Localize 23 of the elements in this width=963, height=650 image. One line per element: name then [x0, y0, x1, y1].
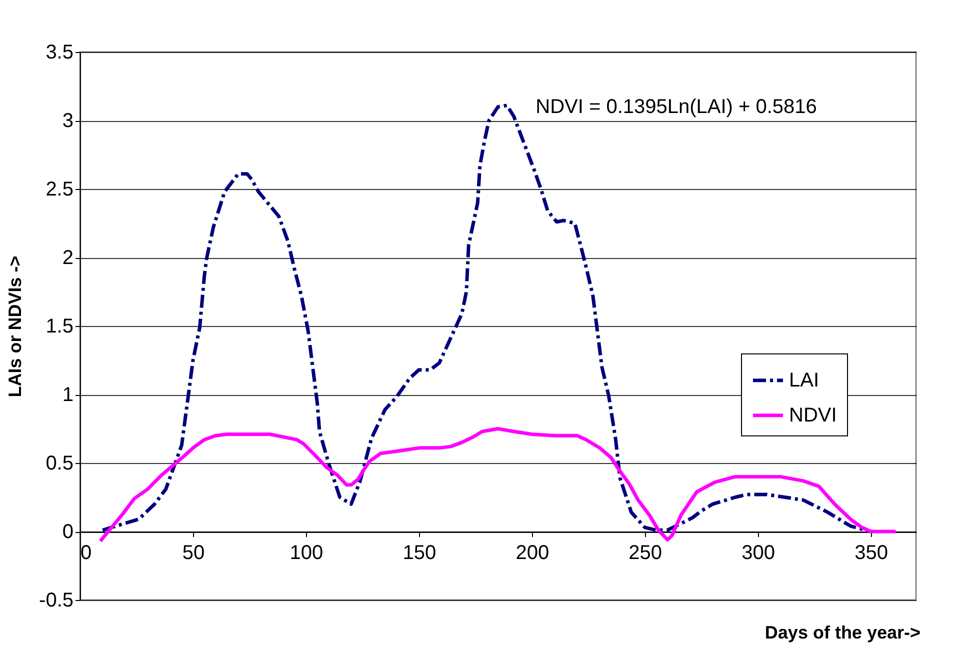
y-tick-label: 2 [62, 247, 74, 269]
y-axis-title: LAIs or NDVIs -> [5, 256, 26, 398]
y-tick-label: -0.5 [39, 590, 74, 612]
x-tick-label: 350 [854, 542, 888, 564]
y-tick-label: 1.5 [46, 316, 74, 338]
x-tick-label: 0 [80, 542, 92, 564]
legend-label: NDVI [789, 404, 837, 426]
x-axis-title: Days of the year-> [764, 622, 920, 642]
x-tick-label: 250 [628, 542, 662, 564]
x-tick-label: 150 [402, 542, 436, 564]
y-tick-label: 0.5 [46, 452, 74, 474]
annotation: NDVI = 0.1395Ln(LAI) + 0.5816 [536, 96, 817, 118]
x-tick-label: 50 [182, 542, 205, 564]
y-tick-label: 1 [62, 384, 74, 406]
y-tick-label: 2.5 [46, 178, 74, 200]
y-tick-label: 0 [62, 521, 74, 543]
y-tick-label: 3.5 [46, 42, 74, 64]
legend-label: LAI [789, 369, 820, 392]
x-tick-label: 300 [742, 542, 776, 564]
x-tick-label: 100 [290, 542, 324, 564]
y-tick-label: 3 [62, 110, 74, 132]
line-series [98, 427, 898, 543]
x-tick-label: 200 [516, 542, 550, 564]
